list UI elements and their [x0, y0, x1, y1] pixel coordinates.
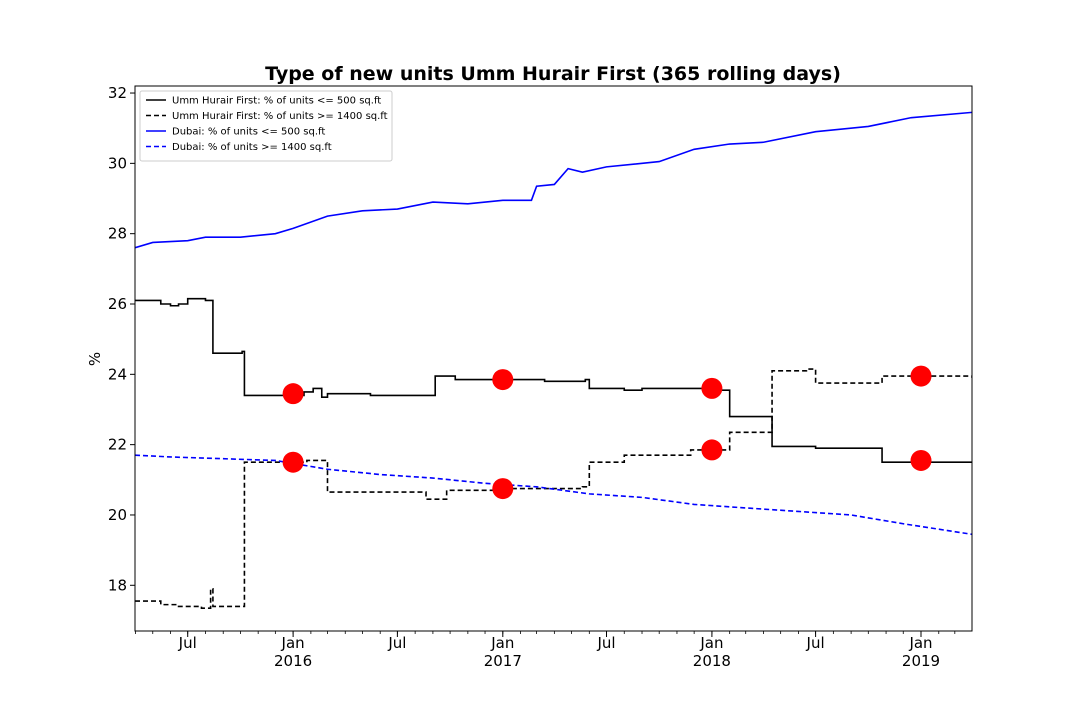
y-tick-label: 28 — [108, 225, 127, 243]
marker-point — [910, 449, 932, 471]
x-tick-label: Jul — [596, 634, 615, 652]
legend: Umm Hurair First: % of units <= 500 sq.f… — [139, 90, 393, 162]
x-tick-label: Jan — [699, 634, 723, 652]
x-tick-label: Jan — [490, 634, 514, 652]
marker-point — [282, 451, 304, 473]
y-tick-label: 32 — [108, 84, 127, 102]
series-group — [135, 111, 972, 609]
legend-label-4: Dubai: % of units >= 1400 sq.ft — [172, 142, 332, 153]
marker-point — [492, 478, 514, 500]
x-tick-label: Jul — [178, 634, 197, 652]
x-tick-year-label: 2017 — [484, 652, 522, 670]
x-tick-year-label: 2018 — [693, 652, 731, 670]
series-line-1 — [135, 297, 972, 464]
y-tick-label: 30 — [108, 154, 127, 172]
y-tick-label: 24 — [108, 365, 127, 383]
series-line-4 — [135, 454, 972, 536]
x-tick-label: Jul — [806, 634, 825, 652]
x-tick-label: Jan — [908, 634, 932, 652]
y-tick-label: 26 — [108, 295, 127, 313]
x-tick-label: Jul — [387, 634, 406, 652]
legend-label-2: Umm Hurair First: % of units >= 1400 sq.… — [172, 111, 388, 122]
x-tick-year-label: 2016 — [274, 652, 312, 670]
series-line-2 — [135, 368, 972, 609]
marker-point — [282, 383, 304, 405]
marker-point — [701, 439, 723, 461]
marker-point — [910, 365, 932, 387]
legend-label-1: Umm Hurair First: % of units <= 500 sq.f… — [172, 96, 381, 107]
x-tick-year-label: 2019 — [902, 652, 940, 670]
marker-point — [492, 369, 514, 391]
y-tick-label: 20 — [108, 506, 127, 524]
plot-area — [135, 111, 972, 609]
y-tick-label: 22 — [108, 436, 127, 454]
plot-frame — [134, 85, 973, 632]
chart-title: Type of new units Umm Hurair First (365 … — [265, 63, 841, 85]
x-tick-label: Jan — [281, 634, 305, 652]
legend-label-3: Dubai: % of units <= 500 sq.ft — [172, 127, 325, 138]
y-tick-label: 18 — [108, 576, 127, 594]
y-axis-label: % — [86, 352, 104, 366]
marker-point — [701, 377, 723, 399]
legend-box — [139, 90, 393, 162]
series-line-3 — [135, 111, 972, 249]
